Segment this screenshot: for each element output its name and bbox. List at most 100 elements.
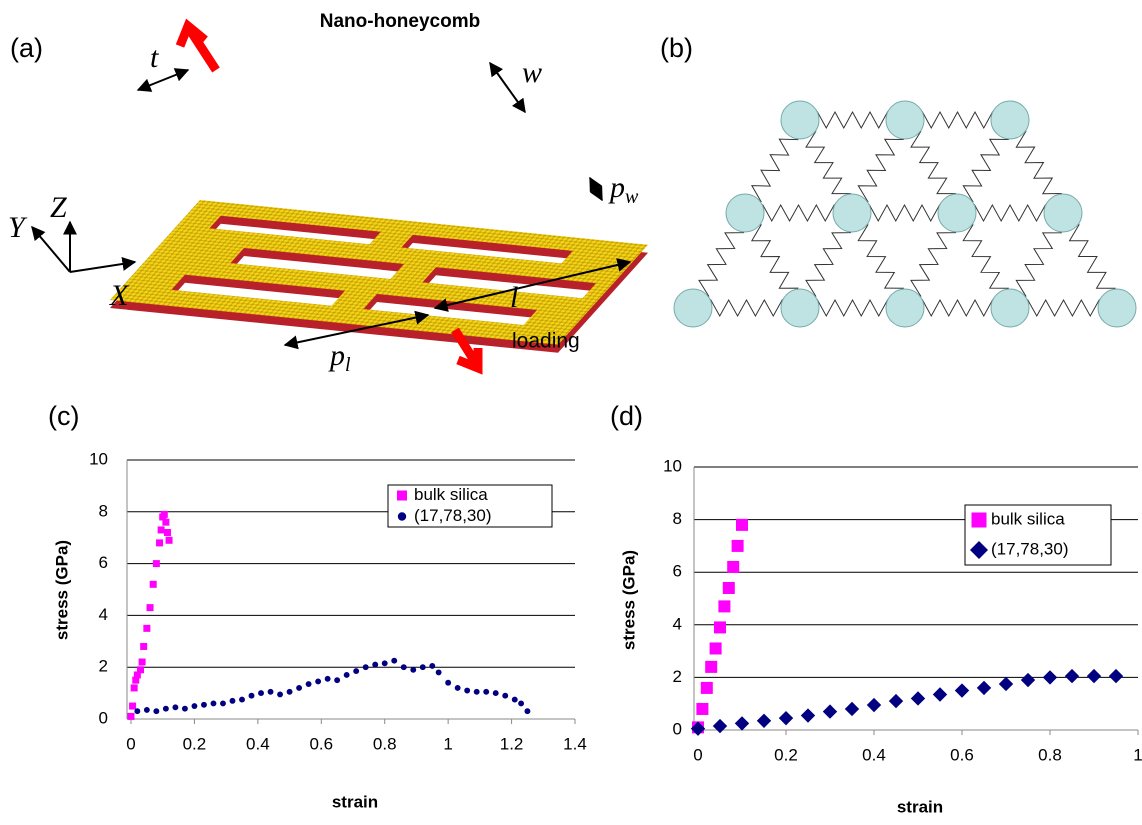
diamond-marker <box>757 714 771 728</box>
circle-marker <box>277 691 283 697</box>
circle-marker <box>191 703 197 709</box>
dimension-label: t <box>150 41 159 74</box>
y-tick-label: 6 <box>673 562 682 581</box>
square-marker <box>727 561 739 573</box>
panel-label: (b) <box>660 33 693 63</box>
circle-marker <box>474 689 480 695</box>
circle-marker <box>464 688 470 694</box>
x-tick-label: 0 <box>126 734 135 753</box>
square-marker <box>718 600 730 612</box>
circle-marker <box>287 689 293 695</box>
square-marker <box>705 661 717 673</box>
particle <box>886 101 924 139</box>
diamond-marker <box>713 719 727 733</box>
particle <box>781 289 819 327</box>
square-marker <box>153 560 160 567</box>
diamond-marker <box>911 691 925 705</box>
x-tick-label: 0.6 <box>309 734 333 753</box>
diamond-marker <box>1021 673 1035 687</box>
circle-marker <box>325 676 331 682</box>
circle-marker <box>512 697 518 703</box>
circle-marker <box>296 685 302 691</box>
square-marker <box>723 582 735 594</box>
circle-marker <box>334 677 340 683</box>
circle-marker <box>353 668 359 674</box>
legend-label: bulk silica <box>991 509 1065 528</box>
diamond-marker <box>823 704 837 718</box>
diamond-marker <box>955 683 969 697</box>
particle <box>991 289 1029 327</box>
y-tick-label: 0 <box>99 708 108 727</box>
spring-network <box>674 101 1136 327</box>
circle-marker <box>344 672 350 678</box>
legend-label: (17,78,30) <box>414 506 492 525</box>
panel-label: (a) <box>10 33 43 63</box>
legend-label: bulk silica <box>414 485 488 504</box>
y-tick-label: 4 <box>99 605 108 624</box>
particle <box>781 101 819 139</box>
diamond-marker <box>1065 669 1079 683</box>
square-marker <box>736 519 748 531</box>
square-marker <box>164 529 171 536</box>
diamond-marker <box>999 677 1013 691</box>
y-tick-label: 6 <box>99 553 108 572</box>
x-tick-label: 0.8 <box>373 734 397 753</box>
y-tick-label: 10 <box>89 449 108 468</box>
particle <box>1044 194 1082 232</box>
circle-marker <box>493 690 499 696</box>
y-tick-label: 4 <box>673 614 682 633</box>
diamond-marker <box>779 711 793 725</box>
diamond-marker <box>845 702 859 716</box>
y-tick-label: 10 <box>663 456 682 475</box>
square-marker <box>129 703 136 710</box>
y-tick-label: 8 <box>673 509 682 528</box>
circle-marker <box>249 693 255 699</box>
panel-label: (c) <box>48 401 79 431</box>
circle-marker <box>524 708 530 714</box>
particle <box>938 194 976 232</box>
circle-marker <box>455 685 461 691</box>
x-tick-label: 1 <box>443 734 452 753</box>
circle-marker <box>239 697 245 703</box>
circle-marker <box>211 701 217 707</box>
square-marker <box>972 513 987 528</box>
y-tick-label: 8 <box>99 501 108 520</box>
x-tick-label: 0.8 <box>1038 745 1062 764</box>
diamond-marker <box>1043 670 1057 684</box>
x-tick-label: 1 <box>1133 745 1142 764</box>
x-tick-label: 0.4 <box>862 745 886 764</box>
x-axis-title: strain <box>897 797 943 816</box>
particle <box>833 194 871 232</box>
diamond-marker <box>933 687 947 701</box>
square-marker <box>696 703 708 715</box>
square-marker <box>714 621 726 633</box>
square-marker <box>150 581 157 588</box>
square-marker <box>161 511 168 518</box>
circle-marker <box>502 693 508 699</box>
circle-marker <box>401 664 407 670</box>
particle <box>726 194 764 232</box>
x-axis-title: strain <box>332 792 378 811</box>
particle <box>886 289 924 327</box>
square-marker <box>732 540 744 552</box>
diamond-marker <box>977 681 991 695</box>
circle-marker <box>258 690 264 696</box>
square-marker <box>166 537 173 544</box>
dimension-label: w <box>522 56 542 89</box>
circle-marker <box>315 679 321 685</box>
x-tick-label: 0 <box>693 745 702 764</box>
square-marker <box>701 682 713 694</box>
honeycomb-illustration <box>32 26 648 368</box>
circle-marker <box>382 660 388 666</box>
circle-marker <box>172 704 178 710</box>
circle-marker <box>483 689 489 695</box>
diamond-marker <box>889 694 903 708</box>
square-marker <box>397 491 407 501</box>
circle-marker <box>518 701 524 707</box>
square-marker <box>162 519 169 526</box>
circle-marker <box>410 667 416 673</box>
square-marker <box>158 526 165 533</box>
square-marker <box>143 625 150 632</box>
dimension-label: pw <box>608 171 639 208</box>
circle-marker <box>372 662 378 668</box>
